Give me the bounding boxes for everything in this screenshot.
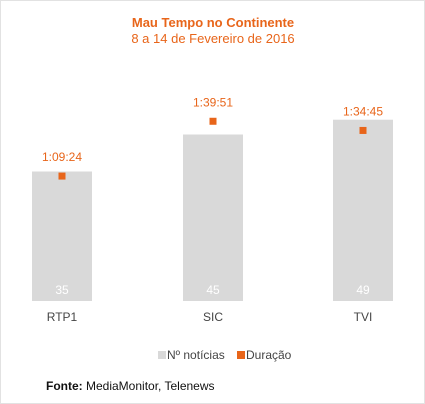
source-label: Fonte: xyxy=(46,379,83,393)
bar-rtp1 xyxy=(32,171,92,301)
chart-subtitle: 8 a 14 de Fevereiro de 2016 xyxy=(131,31,294,46)
bar-value-label: 35 xyxy=(55,283,69,297)
source-text: MediaMonitor, Telenews xyxy=(86,379,215,393)
legend: Nº notícias Duração xyxy=(158,348,292,362)
bar-value-label: 49 xyxy=(356,283,370,297)
point-tvi xyxy=(359,126,367,134)
x-axis: RTP1 SIC TVI xyxy=(47,310,373,324)
legend-label-bars: Nº notícias xyxy=(167,348,225,362)
bar-tvi xyxy=(333,119,393,301)
point-rtp1 xyxy=(58,172,66,180)
points-layer: 1:09:24 1:39:51 1:34:45 xyxy=(42,95,383,180)
legend-label-points: Duração xyxy=(246,348,292,362)
point-value-label: 1:09:24 xyxy=(42,150,82,164)
legend-swatch-points xyxy=(237,351,245,359)
x-tick-label: TVI xyxy=(354,310,373,324)
chart-title: Mau Tempo no Continente xyxy=(132,15,294,30)
point-value-label: 1:39:51 xyxy=(193,95,233,109)
bar-value-label: 45 xyxy=(206,283,220,297)
legend-swatch-bars xyxy=(158,351,166,359)
source-note: Fonte: MediaMonitor, Telenews xyxy=(46,379,215,393)
bars-layer: 35 45 49 xyxy=(32,119,393,301)
bar-sic xyxy=(183,134,243,301)
point-sic xyxy=(209,117,217,125)
x-tick-label: SIC xyxy=(203,310,223,324)
point-value-label: 1:34:45 xyxy=(343,104,383,118)
x-tick-label: RTP1 xyxy=(47,310,78,324)
